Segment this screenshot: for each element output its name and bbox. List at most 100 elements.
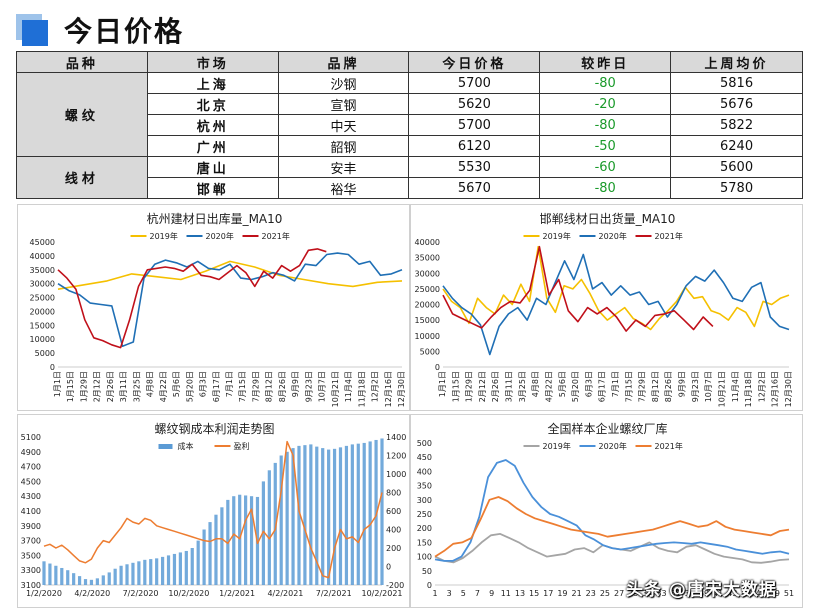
- y-tick-label: 10000: [415, 332, 440, 341]
- x-tick-label: 39: [699, 589, 709, 598]
- legend-label: 2020年: [599, 441, 627, 451]
- y-tick-label: 30000: [30, 280, 55, 289]
- x-tick-label: 7月29日: [251, 371, 260, 402]
- y-tick-label: 4300: [21, 492, 41, 501]
- x-tick-label: 12月2日: [371, 371, 380, 402]
- x-tick-label: 31: [642, 589, 652, 598]
- bar: [273, 462, 277, 585]
- table-header-row: 品种 市场 品牌 今日价格 较昨日 上周均价: [16, 51, 803, 73]
- bar: [350, 444, 354, 585]
- x-tick-label: 35: [671, 589, 681, 598]
- y-tick-label: 400: [417, 467, 432, 476]
- x-tick-label: 11月18日: [357, 371, 366, 407]
- x-tick-label: 15: [529, 589, 539, 598]
- table-row: 线材 唐山 安丰 5530 -60 5600: [16, 156, 803, 199]
- bar: [356, 443, 360, 585]
- legend-label: 盈利: [234, 441, 250, 451]
- x-tick-label: 3月25日: [518, 371, 527, 402]
- x-tick-label: 8月26日: [664, 371, 673, 402]
- table-row: 螺纹 上海 沙钢 5700 -80 5816: [16, 72, 803, 157]
- bar: [172, 553, 177, 585]
- series-line-2021年: [434, 496, 790, 558]
- x-tick-label: 29: [628, 589, 638, 598]
- x-tick-label: 11月18日: [744, 371, 753, 407]
- last-week-cell: 6240: [670, 135, 803, 157]
- x-tick-label: 12月16日: [771, 371, 780, 407]
- bar: [238, 494, 242, 585]
- x-tick-label: 7月15日: [624, 371, 633, 402]
- x-tick-label: 9月23日: [691, 371, 700, 402]
- y2-tick-label: 0: [386, 563, 391, 572]
- today-price-cell: 5670: [408, 177, 541, 199]
- y-tick-label: 3900: [21, 522, 41, 531]
- y-tick-label: 0: [427, 581, 432, 590]
- bar: [166, 555, 171, 585]
- legend-label: 2019年: [543, 441, 571, 451]
- y-tick-label: 4700: [21, 463, 41, 472]
- x-tick-label: 21: [572, 589, 582, 598]
- bar: [338, 447, 343, 585]
- legend-label: 2020年: [206, 231, 234, 241]
- y-tick-label: 5000: [35, 349, 55, 358]
- x-tick-label: 1月1日: [438, 371, 447, 397]
- y-tick-label: 0: [435, 363, 440, 372]
- brand-cell: 宣钢: [277, 93, 410, 115]
- y-tick-label: 350: [417, 482, 432, 491]
- bar: [244, 495, 248, 585]
- column-header-last-week-avg: 上周均价: [670, 51, 803, 73]
- change-cell: -80: [539, 177, 672, 199]
- change-cell: -80: [539, 72, 672, 94]
- watermark-text: 头条 @唐宋大数据: [626, 580, 777, 600]
- bar: [309, 444, 313, 585]
- market-cell: 邯郸: [146, 177, 279, 199]
- y2-tick-label: 1000: [386, 470, 406, 479]
- bar: [285, 451, 289, 585]
- y-tick-label: 5100: [21, 433, 41, 442]
- x-tick-label: 7/2/2021: [316, 589, 352, 598]
- y-tick-label: 100: [417, 553, 432, 562]
- x-tick-label: 10月21日: [331, 371, 340, 407]
- x-tick-label: 4/2/2021: [267, 589, 303, 598]
- bar: [249, 496, 254, 585]
- x-tick-label: 7: [475, 589, 480, 598]
- market-cell: 广州: [146, 135, 279, 157]
- y2-tick-label: 800: [386, 489, 401, 498]
- x-tick-label: 1月29日: [465, 371, 474, 402]
- series-line-2020年: [57, 252, 403, 347]
- series-line-盈利: [43, 440, 383, 579]
- x-tick-label: 33: [656, 589, 666, 598]
- x-tick-label: 27: [614, 589, 624, 598]
- x-tick-label: 12月16日: [384, 371, 393, 407]
- bar: [54, 565, 58, 585]
- series-line-2020年: [434, 459, 790, 562]
- change-cell: -80: [539, 114, 672, 136]
- legend-label: 2021年: [262, 231, 290, 241]
- chart-panel-cost-profit: 螺纹钢成本利润走势图 成本 盈利 3100 3300 3500 3700 3900 4100 43…: [17, 414, 410, 608]
- x-tick-label: 7月1日: [611, 371, 620, 397]
- last-week-cell: 5600: [670, 156, 803, 178]
- x-tick-label: 8月12日: [265, 371, 274, 402]
- x-tick-label: 51: [784, 589, 794, 598]
- y-tick-label: 3300: [21, 566, 41, 575]
- x-tick-label: 9: [489, 589, 494, 598]
- column-header-market: 市场: [146, 51, 279, 73]
- y-tick-label: 450: [417, 453, 432, 462]
- today-price-cell: 5530: [408, 156, 541, 178]
- y2-tick-label: 400: [386, 526, 401, 535]
- bar: [368, 441, 372, 585]
- y-tick-label: 250: [417, 510, 432, 519]
- chart-panel-handan: 邯郸线材日出货量_MA10 2019年 2020年 2021年 0 5000 10000 15…: [410, 204, 803, 411]
- page-header: 今日价格: [14, 8, 804, 48]
- bar: [332, 448, 337, 585]
- bar: [48, 563, 52, 585]
- table-row: 北京 宣钢 5620 -20 5676: [17, 93, 803, 115]
- chart-rebar-factory-inventory: 全国样本企业螺纹厂库 2019年 2020年 2021年 0 50 100 150 200 250…: [417, 421, 794, 598]
- y2-tick-label: -200: [386, 581, 404, 590]
- category-cell: 螺纹: [16, 72, 148, 157]
- last-week-cell: 5822: [670, 114, 803, 136]
- last-week-cell: 5816: [670, 72, 803, 94]
- brand-cell: 韶钢: [277, 135, 410, 157]
- bar: [83, 579, 88, 585]
- legend-label: 2019年: [150, 231, 178, 241]
